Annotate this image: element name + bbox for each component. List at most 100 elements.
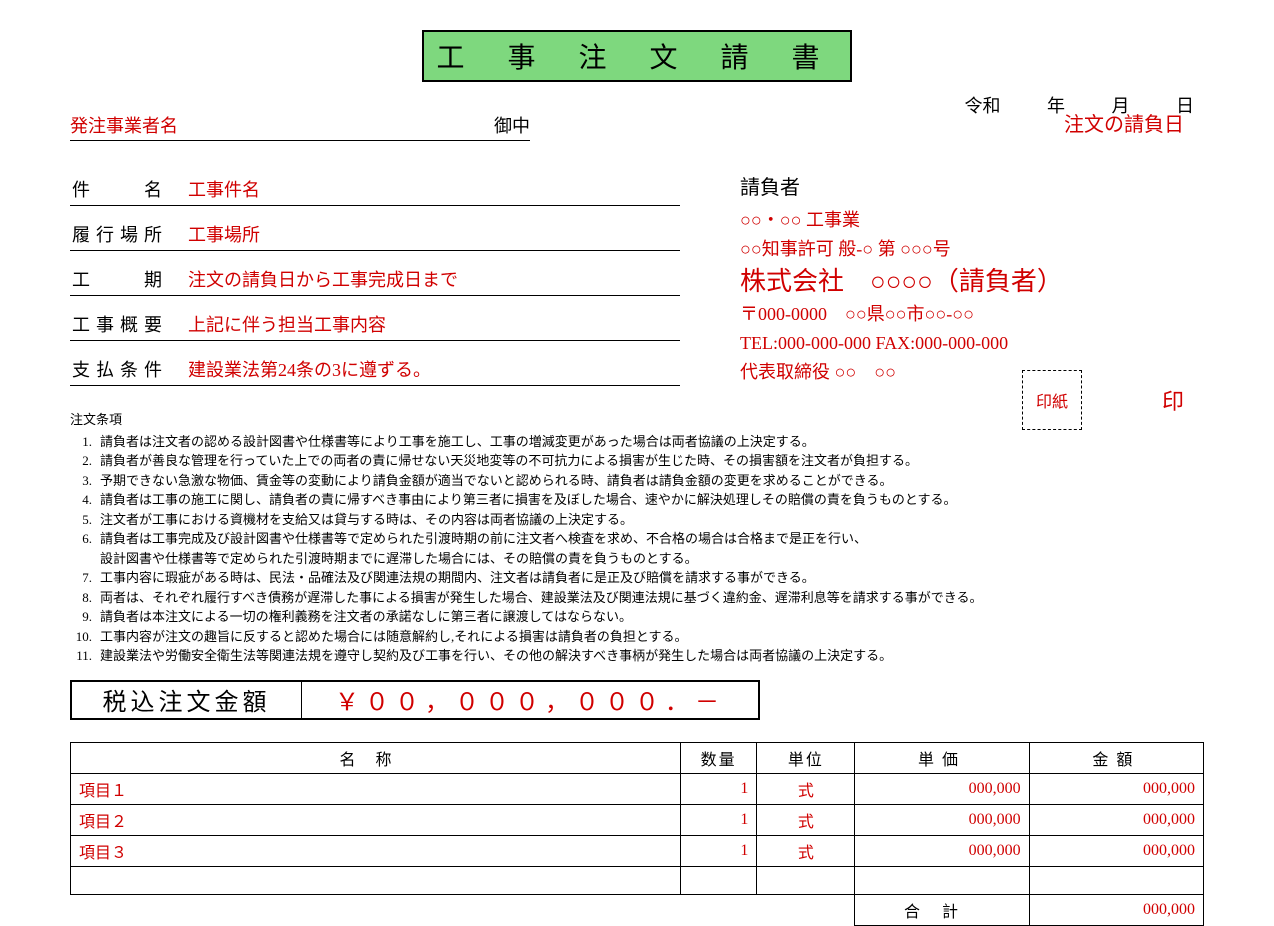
th-name: 名称 bbox=[71, 742, 681, 773]
field-payment: 支払条件 建設業法第24条の3に遵ずる。 bbox=[70, 351, 680, 386]
contractor-telfax: TEL:000-000-000 FAX:000-000-000 bbox=[740, 329, 1204, 358]
table-row: 項目３1式000,000000,000 bbox=[71, 835, 1204, 866]
field-label: 件 名 bbox=[72, 176, 164, 202]
stamp-area: 印紙 印 bbox=[1022, 370, 1184, 430]
client-row: 発注事業者名 御中 bbox=[70, 112, 530, 141]
era-label: 令和 bbox=[965, 96, 1001, 116]
terms-item: 10. 工事内容が注文の趣旨に反すると認めた場合には随意解約し,それによる損害は請… bbox=[70, 627, 1204, 647]
terms-item-number: 1. bbox=[70, 432, 92, 452]
cell-amount: 000,000 bbox=[1029, 835, 1203, 866]
cell-name: 項目２ bbox=[71, 804, 681, 835]
amount-box: 税込注文金額 ￥００，０００，０００．－ bbox=[70, 680, 760, 720]
field-label: 工事概要 bbox=[72, 311, 164, 337]
terms-item-text: 請負者は本注文による一切の権利義務を注文者の承諾なしに第三者に譲渡してはならない… bbox=[100, 607, 1204, 627]
th-price: 単価 bbox=[855, 742, 1029, 773]
th-unit: 単位 bbox=[757, 742, 855, 773]
cell-qty: 1 bbox=[681, 804, 757, 835]
field-name: 件 名 工事件名 bbox=[70, 171, 680, 206]
field-label: 支払条件 bbox=[72, 356, 164, 382]
total-label: 合計 bbox=[855, 894, 1029, 925]
terms-list: 1. 請負者は注文者の認める設計図書や仕様書等により工事を施工し、工事の増減変更が… bbox=[70, 432, 1204, 666]
cell-name: 項目１ bbox=[71, 773, 681, 804]
terms-item: 5. 注文者が工事における資機材を支給又は貸与する時は、その内容は両者協議の上決定… bbox=[70, 510, 1204, 530]
cell-qty: 1 bbox=[681, 835, 757, 866]
terms-item-number: 3. bbox=[70, 471, 92, 491]
client-label: 発注事業者名 bbox=[70, 112, 178, 138]
terms-item-number: 6. bbox=[70, 529, 92, 568]
terms-item: 4. 請負者は工事の施工に関し、請負者の責に帰すべき事由により第三者に損害を及ぼし… bbox=[70, 490, 1204, 510]
terms-item-number: 2. bbox=[70, 451, 92, 471]
field-place: 履行場所 工事場所 bbox=[70, 216, 680, 251]
contractor-company: 株式会社 ○○○○（請負者） bbox=[740, 264, 1204, 300]
terms-item: 2. 請負者が善良な管理を行っていた上での両者の責に帰せない天災地変等の不可抗力に… bbox=[70, 451, 1204, 471]
terms-item: 1. 請負者は注文者の認める設計図書や仕様書等により工事を施工し、工事の増減変更が… bbox=[70, 432, 1204, 452]
cell-price: 000,000 bbox=[855, 835, 1029, 866]
terms-item: 9. 請負者は本注文による一切の権利義務を注文者の承諾なしに第三者に譲渡してはなら… bbox=[70, 607, 1204, 627]
field-value: 工事場所 bbox=[188, 221, 678, 247]
terms-item-text: 建設業法や労働安全衛生法等関連法規を遵守し契約及び工事を行い、その他の解決すべき… bbox=[100, 646, 1204, 666]
field-value: 注文の請負日から工事完成日まで bbox=[188, 266, 678, 292]
cell-amount: 000,000 bbox=[1029, 773, 1203, 804]
terms-section: 注文条項 1.請負者は注文者の認める設計図書や仕様書等により工事を施工し、工事の… bbox=[70, 410, 1204, 666]
terms-item-number: 4. bbox=[70, 490, 92, 510]
terms-item: 7. 工事内容に瑕疵がある時は、民法・品確法及び関連法規の期間内、注文者は請負者に… bbox=[70, 568, 1204, 588]
terms-item-text: 工事内容が注文の趣旨に反すると認めた場合には随意解約し,それによる損害は請負者の… bbox=[100, 627, 1204, 647]
seal-mark: 印 bbox=[1162, 384, 1184, 416]
table-row: 項目２1式000,000000,000 bbox=[71, 804, 1204, 835]
terms-item-number: 9. bbox=[70, 607, 92, 627]
items-table: 名称 数量 単位 単価 金額 項目１1式000,000000,000項目２1式0… bbox=[70, 742, 1204, 926]
terms-item-text: 注文者が工事における資機材を支給又は貸与する時は、その内容は両者協議の上決定する… bbox=[100, 510, 1204, 530]
cell-price: 000,000 bbox=[855, 773, 1029, 804]
terms-item: 8. 両者は、それぞれ履行すべき債務が遅滞した事による損害が発生した場合、建設業法… bbox=[70, 588, 1204, 608]
cell-unit: 式 bbox=[757, 835, 855, 866]
honorific: 御中 bbox=[494, 112, 530, 138]
field-outline: 工事概要 上記に伴う担当工事内容 bbox=[70, 306, 680, 341]
th-amount: 金額 bbox=[1029, 742, 1203, 773]
contractor-type: ○○・○○ 工事業 bbox=[740, 206, 1204, 235]
amount-value: ￥００，０００，０００．－ bbox=[302, 682, 758, 717]
amount-label: 税込注文金額 bbox=[72, 682, 302, 718]
revenue-stamp-box: 印紙 bbox=[1022, 370, 1082, 430]
field-value: 上記に伴う担当工事内容 bbox=[188, 311, 678, 337]
field-label: 履行場所 bbox=[72, 221, 164, 247]
terms-item-number: 10. bbox=[70, 627, 92, 647]
terms-item-text: 予期できない急激な物価、賃金等の変動により請負金額が適当でないと認められる時、請… bbox=[100, 471, 1204, 491]
contract-date-note: 注文の請負日 bbox=[1064, 108, 1184, 137]
total-amount: 000,000 bbox=[1029, 894, 1203, 925]
terms-item-number: 7. bbox=[70, 568, 92, 588]
contractor-heading: 請負者 bbox=[740, 171, 1204, 200]
cell-name: 項目３ bbox=[71, 835, 681, 866]
terms-item-text: 請負者が善良な管理を行っていた上での両者の責に帰せない天災地変等の不可抗力による… bbox=[100, 451, 1204, 471]
cell-qty: 1 bbox=[681, 773, 757, 804]
table-row-blank bbox=[71, 866, 1204, 894]
terms-item-text: 請負者は工事の施工に関し、請負者の責に帰すべき事由により第三者に損害を及ぼした場… bbox=[100, 490, 1204, 510]
terms-item: 11. 建設業法や労働安全衛生法等関連法規を遵守し契約及び工事を行い、その他の解決… bbox=[70, 646, 1204, 666]
terms-item: 6.請負者は工事完成及び設計図書や仕様書等で定められた引渡時期の前に注文者へ検査… bbox=[70, 529, 1204, 568]
terms-item-number: 5. bbox=[70, 510, 92, 530]
terms-item-number: 11. bbox=[70, 646, 92, 666]
terms-item-text: 工事内容に瑕疵がある時は、民法・品確法及び関連法規の期間内、注文者は請負者に是正… bbox=[100, 568, 1204, 588]
year-label: 年 bbox=[1047, 96, 1065, 116]
terms-item-text: 請負者は工事完成及び設計図書や仕様書等で定められた引渡時期の前に注文者へ検査を求… bbox=[100, 529, 1204, 568]
terms-item: 3. 予期できない急激な物価、賃金等の変動により請負金額が適当でないと認められる時… bbox=[70, 471, 1204, 491]
field-value: 工事件名 bbox=[188, 176, 678, 202]
cell-amount: 000,000 bbox=[1029, 804, 1203, 835]
field-period: 工 期 注文の請負日から工事完成日まで bbox=[70, 261, 680, 296]
th-qty: 数量 bbox=[681, 742, 757, 773]
contractor-license: ○○知事許可 般-○ 第 ○○○号 bbox=[740, 235, 1204, 264]
table-header-row: 名称 数量 単位 単価 金額 bbox=[71, 742, 1204, 773]
table-row: 項目１1式000,000000,000 bbox=[71, 773, 1204, 804]
field-label: 工 期 bbox=[72, 266, 164, 292]
table-total-row: 合計000,000 bbox=[71, 894, 1204, 925]
cell-unit: 式 bbox=[757, 773, 855, 804]
fields-section: 件 名 工事件名 履行場所 工事場所 工 期 注文の請負日から工事完成日まで 工… bbox=[70, 171, 680, 396]
terms-item-number: 8. bbox=[70, 588, 92, 608]
cell-unit: 式 bbox=[757, 804, 855, 835]
contractor-address: 〒000-0000 ○○県○○市○○-○○ bbox=[740, 300, 1204, 329]
terms-item-text: 両者は、それぞれ履行すべき債務が遅滞した事による損害が発生した場合、建設業法及び… bbox=[100, 588, 1204, 608]
contractor-section: 請負者 ○○・○○ 工事業 ○○知事許可 般-○ 第 ○○○号 株式会社 ○○○… bbox=[740, 171, 1204, 396]
field-value: 建設業法第24条の3に遵ずる。 bbox=[188, 356, 678, 382]
terms-item-text: 請負者は注文者の認める設計図書や仕様書等により工事を施工し、工事の増減変更があっ… bbox=[100, 432, 1204, 452]
document-title: 工 事 注 文 請 書 bbox=[422, 30, 852, 82]
cell-price: 000,000 bbox=[855, 804, 1029, 835]
